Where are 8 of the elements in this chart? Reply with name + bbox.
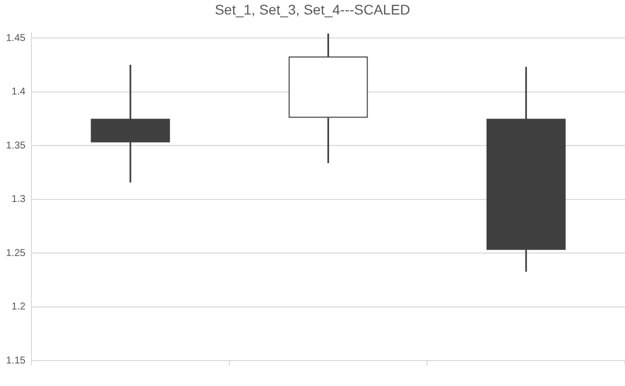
y-tick-label: 1.4 bbox=[12, 86, 26, 98]
y-tick-label: 1.25 bbox=[6, 248, 26, 259]
chart-title: Set_1, Set_3, Set_4---SCALED bbox=[214, 1, 410, 18]
y-tick-label: 1.35 bbox=[6, 140, 26, 152]
y-tick-label: 1.45 bbox=[6, 32, 26, 44]
y-tick-label: 1.2 bbox=[12, 302, 26, 313]
y-tick-label: 1.3 bbox=[12, 194, 26, 206]
y-tick-label: 1.15 bbox=[6, 355, 26, 366]
